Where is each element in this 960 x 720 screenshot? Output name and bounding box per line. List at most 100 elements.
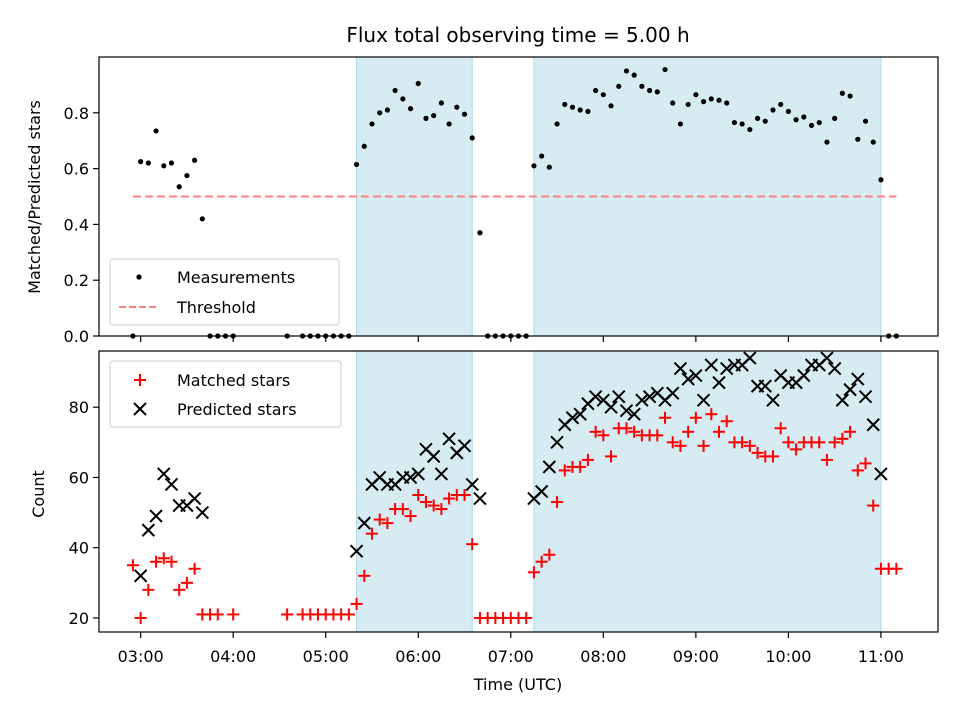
predicted-star-point-31 <box>565 411 580 425</box>
bot-y-tick-label-1: 40 <box>69 539 89 558</box>
measurement-point-67 <box>700 99 707 105</box>
matched-star-point-51 <box>581 453 594 466</box>
matched-star-point-78 <box>790 443 803 456</box>
x-tick-label-5: 08:00 <box>580 647 626 666</box>
matched-star-point-27 <box>396 503 409 516</box>
predicted-star-point-66 <box>835 393 850 407</box>
measurement-point-72 <box>739 121 745 127</box>
matched-star-point-20 <box>342 608 355 621</box>
top-legend: Measurements Threshold <box>109 258 340 326</box>
matched-star-point-44 <box>527 566 540 579</box>
measurement-point-48 <box>554 121 560 127</box>
measurement-point-79 <box>793 117 799 123</box>
matched-star-point-43 <box>520 611 533 624</box>
matched-star-point-8 <box>188 562 201 575</box>
top-y-tick-label-0: 0.0 <box>64 327 89 346</box>
predicted-star-point-54 <box>743 351 757 365</box>
measurement-point-64 <box>677 121 684 127</box>
predicted-star-point-29 <box>550 435 564 450</box>
top-y-axis-label: Matched/Predicted stars <box>25 100 44 294</box>
measurement-point-69 <box>716 97 722 103</box>
matched-star-point-46 <box>543 548 556 561</box>
matched-star-point-63 <box>674 439 687 452</box>
measurement-point-38 <box>477 230 483 236</box>
measurement-point-83 <box>824 139 830 145</box>
measurement-point-62 <box>662 66 668 73</box>
matched-star-point-35 <box>458 489 471 502</box>
predicted-star-point-64 <box>820 351 834 365</box>
matched-star-point-65 <box>689 411 702 424</box>
measurement-point-29 <box>407 106 414 112</box>
predicted-star-point-50 <box>712 375 726 390</box>
predicted-star-point-61 <box>797 368 811 383</box>
matched-star-point-81 <box>813 436 826 449</box>
chart-title: Flux total observing time = 5.00 h <box>346 23 689 47</box>
matched-star-point-7 <box>180 576 193 589</box>
matched-star-point-28 <box>404 510 417 523</box>
x-tick-label-6: 09:00 <box>673 647 719 666</box>
measurement-point-52 <box>585 108 591 115</box>
bottom-shaded-intervals <box>356 350 882 633</box>
matched-star-point-0 <box>126 559 139 572</box>
top-y-tick-label-2: 0.4 <box>64 215 89 234</box>
predicted-star-point-69 <box>858 389 873 404</box>
x-tick-label-7: 10:00 <box>765 647 811 666</box>
matched-star-point-23 <box>365 527 378 540</box>
measurement-point-65 <box>685 101 691 108</box>
predicted-star-point-39 <box>627 407 641 421</box>
measurement-point-51 <box>577 107 583 113</box>
predicted-star-point-32 <box>573 407 587 421</box>
measurement-point-46 <box>539 153 545 159</box>
matched-star-point-21 <box>350 597 363 610</box>
predicted-star-point-28 <box>542 460 557 474</box>
predicted-star-point-41 <box>642 389 657 404</box>
predicted-star-point-19 <box>426 449 441 464</box>
matched-star-point-61 <box>659 411 672 424</box>
measurement-point-70 <box>724 100 730 106</box>
measurement-point-53 <box>593 87 599 94</box>
x-tick-label-0: 03:00 <box>118 647 164 666</box>
legend-matched-label: Matched stars <box>177 371 290 390</box>
measurement-point-49 <box>562 101 568 108</box>
predicted-star-point-3 <box>157 467 171 481</box>
predicted-star-point-7 <box>187 491 202 506</box>
measurement-point-58 <box>631 72 637 78</box>
legend-predicted-label: Predicted stars <box>177 400 297 419</box>
matched-star-point-77 <box>782 436 795 449</box>
top-axes-frame <box>98 56 939 337</box>
matched-star-point-88 <box>867 499 880 512</box>
matched-star-point-85 <box>844 425 857 438</box>
measurement-point-36 <box>461 111 468 117</box>
measurement-point-8 <box>192 157 198 163</box>
predicted-star-point-56 <box>758 379 772 393</box>
x-tick-label-2: 05:00 <box>303 647 349 666</box>
matched-star-point-25 <box>381 517 394 530</box>
predicted-star-point-49 <box>704 358 718 372</box>
measurement-point-6 <box>176 184 182 190</box>
predicted-star-point-65 <box>827 361 842 376</box>
predicted-star-point-0 <box>133 569 148 583</box>
matched-star-point-11 <box>211 608 224 621</box>
measurement-point-61 <box>654 89 660 95</box>
measurement-point-37 <box>469 135 475 141</box>
matched-star-point-76 <box>774 422 787 435</box>
matched-star-point-68 <box>712 425 725 438</box>
top-legend-box <box>109 258 340 326</box>
matched-star-point-45 <box>535 555 548 568</box>
matched-star-point-32 <box>435 503 448 516</box>
legend-matched-marker <box>134 374 146 386</box>
predicted-star-point-70 <box>866 418 880 432</box>
measurement-point-5 <box>168 160 175 166</box>
top-y-tick-label-3: 0.6 <box>64 160 89 179</box>
matched-star-point-91 <box>890 562 903 575</box>
predicted-star-point-51 <box>720 361 734 376</box>
legend-measurements-marker <box>136 274 142 280</box>
predicted-star-point-68 <box>851 372 865 386</box>
bottom-x-ticks: 03:00 04:00 05:00 06:00 07:00 08:00 09:00 10:00… <box>118 632 904 666</box>
predicted-star-point-1 <box>141 523 156 537</box>
measurement-point-7 <box>184 172 190 179</box>
measurement-point-3 <box>153 128 159 134</box>
matched-star-point-48 <box>558 464 571 477</box>
matched-star-point-5 <box>165 555 178 568</box>
